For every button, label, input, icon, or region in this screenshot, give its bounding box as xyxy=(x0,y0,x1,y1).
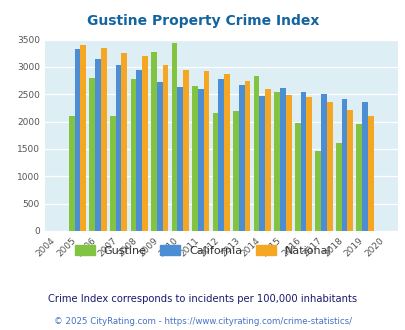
Bar xyxy=(151,51,156,231)
Bar xyxy=(197,89,203,231)
Bar xyxy=(156,82,162,231)
Bar xyxy=(115,65,121,231)
Bar xyxy=(347,110,352,231)
Bar xyxy=(110,116,115,231)
Bar xyxy=(320,94,326,231)
Bar xyxy=(162,65,168,231)
Bar xyxy=(171,44,177,231)
Bar xyxy=(218,79,224,231)
Bar xyxy=(253,76,259,231)
Bar xyxy=(121,53,127,231)
Bar xyxy=(341,99,347,231)
Bar xyxy=(89,78,95,231)
Legend: Gustine, California, National: Gustine, California, National xyxy=(70,241,335,260)
Bar xyxy=(315,151,320,231)
Bar xyxy=(305,97,311,231)
Bar xyxy=(244,81,250,231)
Bar xyxy=(75,49,80,231)
Bar xyxy=(279,88,285,231)
Bar xyxy=(136,70,142,231)
Bar xyxy=(273,92,279,231)
Bar xyxy=(130,79,136,231)
Bar xyxy=(335,143,341,231)
Bar xyxy=(294,123,300,231)
Bar xyxy=(264,89,270,231)
Bar xyxy=(192,86,197,231)
Text: © 2025 CityRating.com - https://www.cityrating.com/crime-statistics/: © 2025 CityRating.com - https://www.city… xyxy=(54,317,351,326)
Bar xyxy=(356,124,361,231)
Bar xyxy=(183,70,188,231)
Bar xyxy=(326,102,332,231)
Bar xyxy=(142,56,147,231)
Bar xyxy=(238,85,244,231)
Bar xyxy=(69,116,75,231)
Bar xyxy=(80,45,86,231)
Text: Gustine Property Crime Index: Gustine Property Crime Index xyxy=(87,15,318,28)
Bar xyxy=(232,111,238,231)
Bar xyxy=(212,113,218,231)
Bar xyxy=(361,102,367,231)
Bar xyxy=(101,49,107,231)
Text: Crime Index corresponds to incidents per 100,000 inhabitants: Crime Index corresponds to incidents per… xyxy=(48,294,357,304)
Bar xyxy=(95,59,101,231)
Bar xyxy=(285,95,291,231)
Bar xyxy=(203,71,209,231)
Bar xyxy=(367,115,373,231)
Bar xyxy=(259,96,264,231)
Bar xyxy=(224,74,229,231)
Bar xyxy=(300,91,305,231)
Bar xyxy=(177,87,183,231)
